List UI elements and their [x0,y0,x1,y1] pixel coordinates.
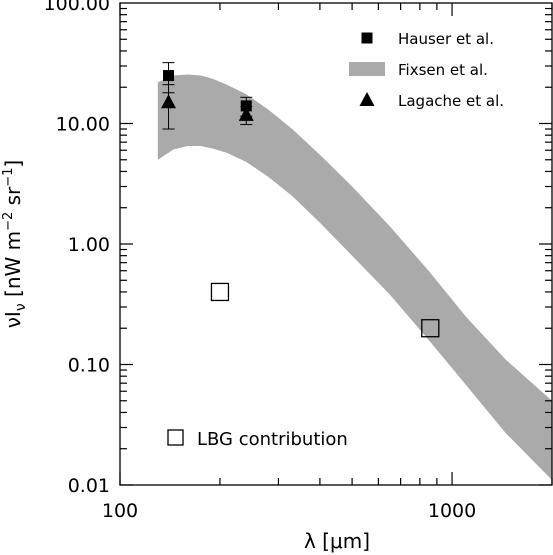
x-tick-label: 100 [102,500,138,522]
y-tick-label: 10.00 [56,114,110,136]
lagache-point [238,106,254,121]
marker-layer [161,70,440,338]
lbg-annotation-label: LBG contribution [197,429,348,450]
hauser-point [240,100,252,112]
legend-hauser-marker [361,32,373,44]
x-axis-label: λ [μm] [304,529,370,553]
fixsen-band [157,74,553,480]
fixsen-band-layer [157,74,553,480]
y-tick-label: 0.01 [68,475,110,497]
y-tick-label: 100.00 [44,0,110,15]
legend-label: Hauser et al. [398,30,494,48]
lbg-annotation-marker [167,429,184,446]
lagache-point [161,94,177,109]
y-tick-label: 0.10 [68,355,110,377]
legend-lagache-marker [359,92,375,106]
legend-label: Lagache et al. [398,92,504,110]
lbg-point [421,319,440,338]
legend: Hauser et al. Fixsen et al. Lagache et al. [349,30,504,110]
hauser-point [163,70,175,82]
y-tick-label: 1.00 [68,234,110,256]
lbg-point [210,282,230,302]
y-axis-label: νIν [nW m−2 sr−1] [1,160,29,329]
tick-layer: 100 1000 0.01 0.10 1.00 10.00 100.00 [44,0,553,522]
x-tick-label: 1000 [428,500,476,522]
legend-fixsen-swatch [349,62,385,76]
legend-label: Fixsen et al. [398,61,488,79]
